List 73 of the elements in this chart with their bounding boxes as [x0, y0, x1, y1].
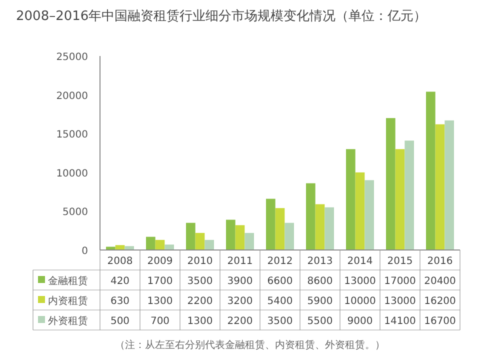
data-label: 16200	[424, 296, 456, 307]
bar	[306, 183, 316, 250]
bar	[395, 149, 405, 250]
legend-label: 金融租赁	[48, 275, 88, 287]
data-label: 3200	[227, 296, 253, 307]
bar	[404, 140, 414, 250]
data-label: 16700	[424, 316, 456, 327]
data-label: 8600	[307, 276, 333, 287]
bar	[124, 246, 134, 250]
bar	[435, 124, 445, 250]
x-tick-label: 2012	[267, 256, 293, 267]
bar	[244, 232, 254, 250]
data-label: 700	[150, 316, 170, 327]
y-tick-label: 0	[82, 246, 88, 257]
bar	[186, 222, 196, 250]
data-label: 3500	[187, 276, 213, 287]
data-label: 2200	[187, 296, 213, 307]
bar	[204, 240, 214, 250]
x-tick-label: 2008	[107, 256, 133, 267]
bar	[346, 149, 356, 250]
data-label: 9000	[347, 316, 373, 327]
bar	[426, 92, 436, 250]
data-label: 2200	[227, 316, 253, 327]
data-label: 14100	[384, 316, 416, 327]
data-label: 13000	[384, 296, 416, 307]
bar	[195, 232, 205, 250]
bar	[275, 208, 285, 250]
text: （注：从左至右分别代表金融租赁、内资租赁、外资租赁。）	[115, 339, 385, 351]
y-tick-label: 10000	[56, 168, 88, 180]
data-label: 5500	[307, 316, 333, 327]
bar	[444, 120, 454, 250]
data-label: 13000	[344, 276, 376, 287]
bar	[324, 207, 334, 250]
data-label: 20400	[424, 276, 456, 287]
x-tick-label: 2015	[387, 256, 413, 267]
data-label: 630	[110, 296, 130, 307]
x-tick-label: 2011	[227, 256, 253, 267]
data-label: 1300	[147, 296, 173, 307]
x-tick-label: 2016	[427, 256, 453, 267]
legend-label: 内资租赁	[48, 295, 88, 307]
x-tick-label: 2014	[347, 256, 373, 267]
bar	[355, 172, 365, 250]
x-tick-label: 2010	[187, 256, 213, 267]
data-label: 3500	[267, 316, 293, 327]
data-label: 500	[110, 316, 130, 327]
bar	[266, 198, 276, 250]
data-label: 6600	[267, 276, 293, 287]
data-label: 17000	[384, 276, 416, 287]
bar	[164, 244, 174, 250]
data-label: 5900	[307, 296, 333, 307]
bar	[235, 225, 245, 250]
x-tick-label: 2013	[307, 256, 333, 267]
y-tick-label: 20000	[56, 90, 88, 102]
data-label: 10000	[344, 296, 376, 307]
bar	[315, 204, 325, 250]
data-label: 1700	[147, 276, 173, 287]
bar	[284, 222, 294, 250]
bar	[155, 240, 165, 250]
bar	[146, 236, 156, 250]
y-tick-label: 5000	[62, 207, 88, 218]
data-label: 5400	[267, 296, 293, 307]
data-label: 1300	[187, 316, 213, 327]
legend-label: 外资租赁	[48, 315, 88, 327]
bar	[106, 246, 116, 250]
x-tick-label: 2009	[147, 256, 173, 267]
y-tick-label: 25000	[56, 52, 88, 63]
bar	[364, 180, 374, 250]
bar	[226, 220, 236, 250]
data-label: 420	[110, 276, 130, 287]
data-label: 3900	[227, 276, 253, 287]
chart-title: 2008–2016年中国融资租赁行业细分市场规模变化情况（单位：亿元）	[16, 9, 427, 24]
bar	[386, 118, 396, 250]
y-tick-label: 15000	[56, 130, 88, 141]
